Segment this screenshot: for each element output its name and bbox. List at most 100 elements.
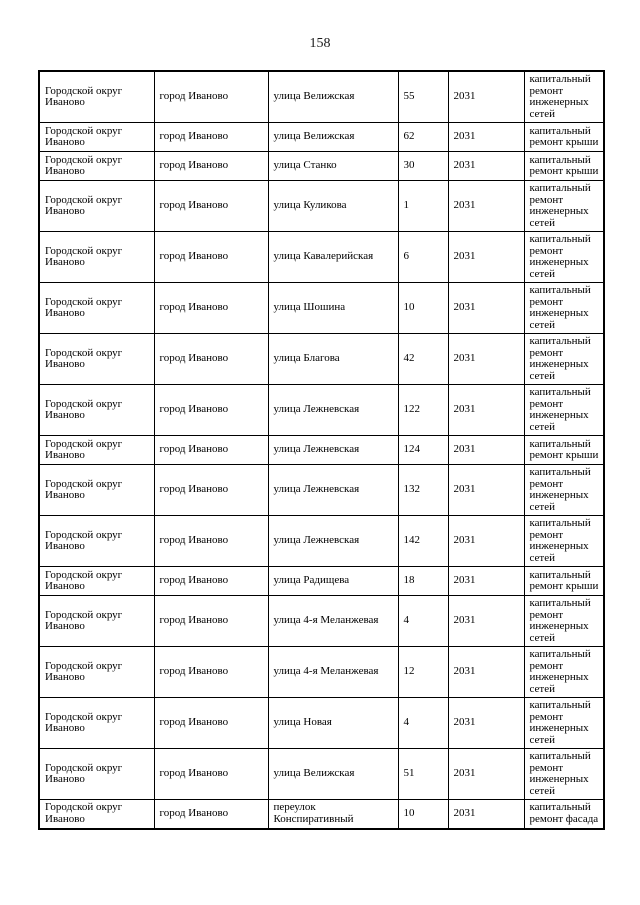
cell-street: улица 4-я Меланжевая	[267, 595, 399, 647]
cell-street: улица Лежневская	[267, 464, 399, 516]
cell-street: улица Шошина	[267, 282, 399, 334]
cell-street: улица Кавалерийская	[267, 231, 399, 283]
cell-district: Городской округ Иваново	[38, 122, 155, 152]
cell-district: Городской округ Иваново	[38, 231, 155, 283]
cell-house-number: 51	[397, 748, 449, 800]
table-row: Городской округ Иваново город Иваново ул…	[38, 435, 605, 465]
cell-city: город Иваново	[153, 180, 269, 232]
table-row: Городской округ Иваново город Иваново ул…	[38, 180, 605, 232]
table-row: Городской округ Иваново город Иваново ул…	[38, 595, 605, 647]
table-row: Городской округ Иваново город Иваново ул…	[38, 697, 605, 749]
cell-district: Городской округ Иваново	[38, 566, 155, 596]
cell-street: улица Благова	[267, 333, 399, 385]
cell-house-number: 42	[397, 333, 449, 385]
cell-street: улица Новая	[267, 697, 399, 749]
cell-house-number: 55	[397, 70, 449, 123]
cell-district: Городской округ Иваново	[38, 646, 155, 698]
cell-year: 2031	[447, 151, 525, 181]
cell-work-type: капитальный ремонт крыши	[523, 435, 605, 465]
cell-work-type: капитальный ремонт инженерных сетей	[523, 282, 605, 334]
cell-work-type: капитальный ремонт инженерных сетей	[523, 180, 605, 232]
cell-year: 2031	[447, 595, 525, 647]
cell-city: город Иваново	[153, 748, 269, 800]
table-body: Городской округ Иваново город Иваново ул…	[38, 70, 605, 829]
cell-district: Городской округ Иваново	[38, 384, 155, 436]
cell-street: улица Лежневская	[267, 515, 399, 567]
cell-work-type: капитальный ремонт крыши	[523, 122, 605, 152]
cell-house-number: 4	[397, 697, 449, 749]
cell-city: город Иваново	[153, 515, 269, 567]
cell-work-type: капитальный ремонт инженерных сетей	[523, 70, 605, 123]
cell-house-number: 30	[397, 151, 449, 181]
cell-work-type: капитальный ремонт инженерных сетей	[523, 464, 605, 516]
cell-year: 2031	[447, 799, 525, 829]
table-row: Городской округ Иваново город Иваново ул…	[38, 748, 605, 800]
table-row: Городской округ Иваново город Иваново пе…	[38, 799, 605, 829]
cell-work-type: капитальный ремонт инженерных сетей	[523, 748, 605, 800]
cell-street: улица Куликова	[267, 180, 399, 232]
table-row: Городской округ Иваново город Иваново ул…	[38, 646, 605, 698]
cell-year: 2031	[447, 697, 525, 749]
cell-district: Городской округ Иваново	[38, 70, 155, 123]
table-row: Городской округ Иваново город Иваново ул…	[38, 151, 605, 181]
cell-work-type: капитальный ремонт инженерных сетей	[523, 515, 605, 567]
cell-street: переулок Конспиративный	[267, 799, 399, 829]
cell-year: 2031	[447, 435, 525, 465]
cell-city: город Иваново	[153, 282, 269, 334]
cell-house-number: 62	[397, 122, 449, 152]
cell-city: город Иваново	[153, 151, 269, 181]
cell-street: улица Велижская	[267, 748, 399, 800]
cell-district: Городской округ Иваново	[38, 697, 155, 749]
repair-schedule-table: Городской округ Иваново город Иваново ул…	[38, 70, 605, 830]
page-number: 158	[309, 36, 331, 51]
cell-city: город Иваново	[153, 595, 269, 647]
cell-city: город Иваново	[153, 566, 269, 596]
cell-house-number: 142	[397, 515, 449, 567]
cell-house-number: 10	[397, 799, 449, 829]
cell-city: город Иваново	[153, 697, 269, 749]
table-row: Городской округ Иваново город Иваново ул…	[38, 122, 605, 152]
cell-work-type: капитальный ремонт фасада	[523, 799, 605, 829]
cell-district: Городской округ Иваново	[38, 595, 155, 647]
table-row: Городской округ Иваново город Иваново ул…	[38, 566, 605, 596]
table-row: Городской округ Иваново город Иваново ул…	[38, 464, 605, 516]
cell-street: улица Велижская	[267, 70, 399, 123]
cell-city: город Иваново	[153, 333, 269, 385]
cell-house-number: 124	[397, 435, 449, 465]
cell-city: город Иваново	[153, 122, 269, 152]
cell-year: 2031	[447, 180, 525, 232]
cell-city: город Иваново	[153, 384, 269, 436]
cell-year: 2031	[447, 333, 525, 385]
cell-house-number: 4	[397, 595, 449, 647]
cell-work-type: капитальный ремонт крыши	[523, 566, 605, 596]
cell-work-type: капитальный ремонт инженерных сетей	[523, 697, 605, 749]
cell-city: город Иваново	[153, 646, 269, 698]
cell-street: улица Лежневская	[267, 435, 399, 465]
table-row: Городской округ Иваново город Иваново ул…	[38, 70, 605, 123]
cell-district: Городской округ Иваново	[38, 151, 155, 181]
cell-year: 2031	[447, 646, 525, 698]
cell-house-number: 122	[397, 384, 449, 436]
cell-house-number: 6	[397, 231, 449, 283]
table-row: Городской округ Иваново город Иваново ул…	[38, 282, 605, 334]
cell-district: Городской округ Иваново	[38, 748, 155, 800]
table-row: Городской округ Иваново город Иваново ул…	[38, 231, 605, 283]
cell-district: Городской округ Иваново	[38, 180, 155, 232]
cell-work-type: капитальный ремонт крыши	[523, 151, 605, 181]
cell-district: Городской округ Иваново	[38, 282, 155, 334]
cell-year: 2031	[447, 566, 525, 596]
cell-year: 2031	[447, 464, 525, 516]
cell-district: Городской округ Иваново	[38, 333, 155, 385]
cell-district: Городской округ Иваново	[38, 515, 155, 567]
cell-year: 2031	[447, 231, 525, 283]
cell-work-type: капитальный ремонт инженерных сетей	[523, 333, 605, 385]
cell-house-number: 18	[397, 566, 449, 596]
cell-year: 2031	[447, 122, 525, 152]
cell-city: город Иваново	[153, 231, 269, 283]
table-row: Городской округ Иваново город Иваново ул…	[38, 333, 605, 385]
cell-district: Городской округ Иваново	[38, 435, 155, 465]
cell-street: улица Велижская	[267, 122, 399, 152]
cell-city: город Иваново	[153, 70, 269, 123]
table-row: Городской округ Иваново город Иваново ул…	[38, 515, 605, 567]
